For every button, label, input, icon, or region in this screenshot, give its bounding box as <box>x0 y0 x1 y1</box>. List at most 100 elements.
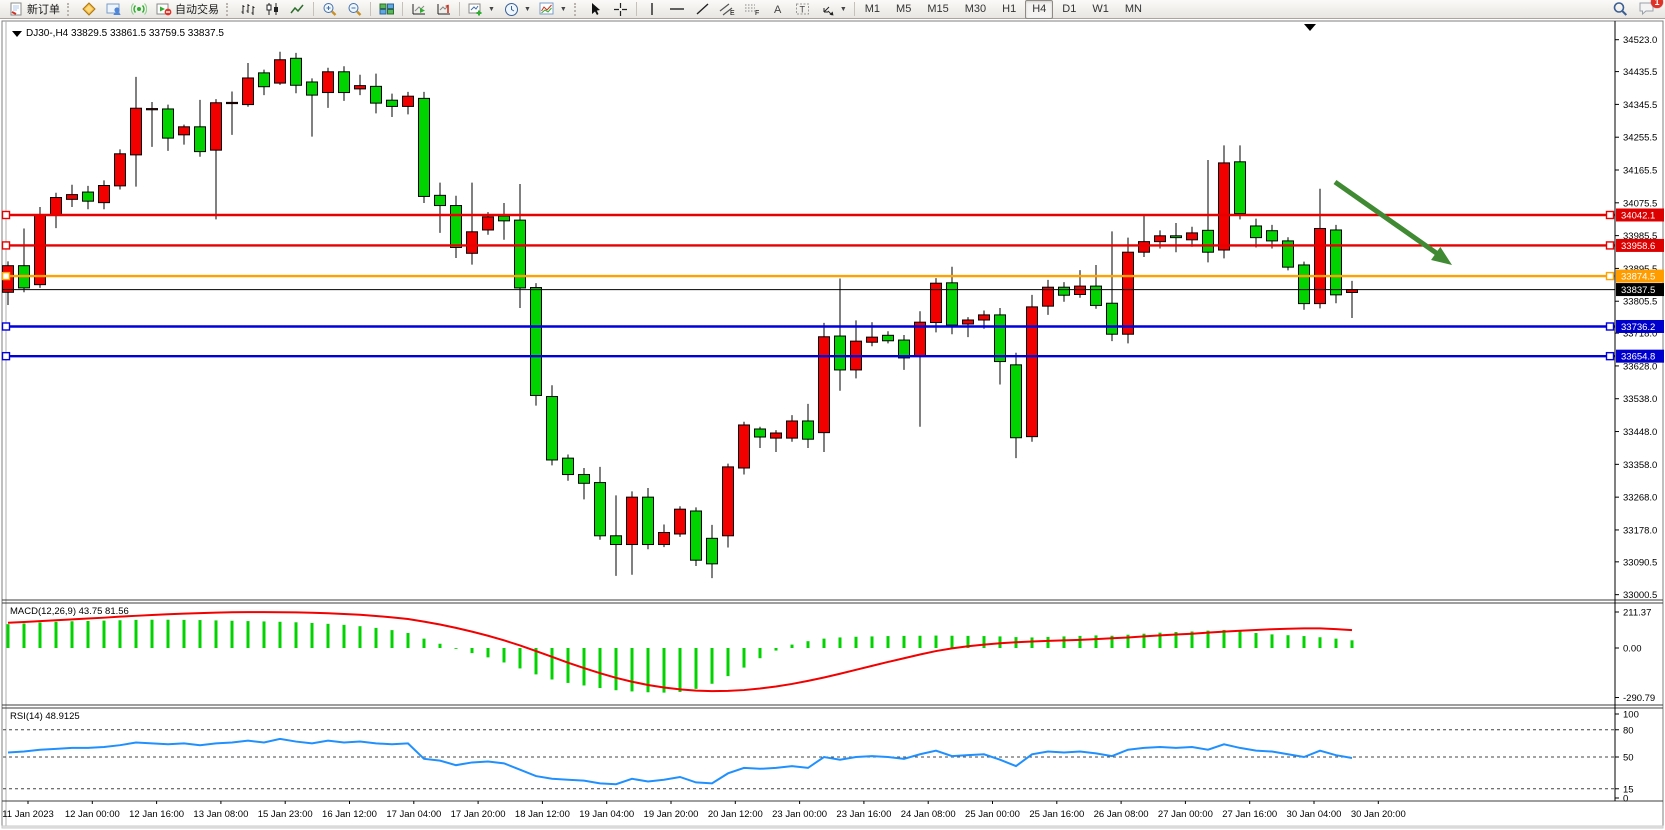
auto-scroll-button[interactable] <box>406 1 431 18</box>
chart-shift-icon <box>435 1 452 18</box>
timeframe-button-M30[interactable]: M30 <box>964 2 987 15</box>
line-anchor-handle[interactable] <box>1605 271 1615 281</box>
hline-tool-button[interactable] <box>665 1 690 18</box>
candlestick <box>898 339 910 359</box>
candlestick <box>786 420 798 439</box>
svg-text:E: E <box>730 10 735 16</box>
crosshair-tool-button[interactable] <box>608 1 633 18</box>
time-axis-label: 13 Jan 08:00 <box>193 809 248 820</box>
time-axis-label: 30 Jan 20:00 <box>1351 809 1406 820</box>
candlestick <box>1138 241 1150 253</box>
toolbar-separator <box>370 2 371 16</box>
macd-histogram-bar <box>214 620 218 648</box>
signals-icon <box>130 1 147 18</box>
candlestick <box>162 108 174 139</box>
timeframe-button-M15[interactable]: M15 <box>927 2 949 15</box>
profiles-button[interactable]: ▼ <box>499 1 535 18</box>
macd-histogram-bar <box>1062 636 1066 648</box>
candlestick <box>258 72 270 88</box>
time-axis-label: 11 Jan 2023 <box>2 809 54 820</box>
line-anchor-handle[interactable] <box>1 210 11 220</box>
macd-histogram-bar <box>342 624 346 648</box>
ohlc-collapse-icon[interactable] <box>12 31 22 37</box>
chart-shift-marker[interactable] <box>1304 24 1316 31</box>
timeframe-button-H1[interactable]: H1 <box>1002 2 1017 15</box>
candlestick <box>370 85 382 104</box>
equidistant-channel-icon: E <box>719 1 736 18</box>
candlestick <box>834 335 846 371</box>
line-anchor-handle[interactable] <box>1 322 11 331</box>
timeframe-button-MN[interactable]: MN <box>1124 2 1142 15</box>
line-anchor-handle[interactable] <box>1 351 11 361</box>
line-anchor-handle[interactable] <box>1 271 11 281</box>
macd-histogram-bar <box>838 637 842 648</box>
channel-tool-button[interactable]: E <box>715 1 740 18</box>
candlestick-chart-button[interactable] <box>260 1 285 18</box>
text-tool-button[interactable]: A <box>765 1 790 18</box>
trendline-tool-button[interactable] <box>690 1 715 18</box>
search-icon[interactable] <box>1611 1 1628 18</box>
chat-button[interactable]: 1 <box>1638 0 1663 19</box>
chart-shift-button[interactable] <box>431 1 456 18</box>
zoom-in-button[interactable] <box>317 1 342 18</box>
macd-histogram-bar <box>70 621 74 648</box>
price-tag-label: 33736.2 <box>1621 322 1655 333</box>
arrows-tool-button[interactable]: ▼ <box>815 1 851 18</box>
time-axis-label: 19 Jan 20:00 <box>644 809 699 820</box>
macd-histogram-bar <box>278 621 282 648</box>
macd-histogram-bar <box>246 621 250 648</box>
line-anchor-handle[interactable] <box>1605 241 1615 250</box>
timeframe-button-M1[interactable]: M1 <box>864 2 881 15</box>
bar-chart-button[interactable] <box>235 1 260 18</box>
indicators-button[interactable]: ▼ <box>535 1 571 18</box>
candlestick <box>930 282 942 324</box>
time-axis-label: 12 Jan 16:00 <box>129 809 184 820</box>
time-axis-label: 20 Jan 12:00 <box>708 809 763 820</box>
candlestick <box>674 508 686 535</box>
line-anchor-handle[interactable] <box>1605 210 1615 220</box>
candlestick <box>1202 229 1214 253</box>
line-anchor-handle[interactable] <box>1605 322 1615 331</box>
price-axis-label: 33895.5 <box>1623 264 1657 275</box>
macd-histogram-bar <box>102 620 106 648</box>
candlestick <box>1330 229 1342 296</box>
candlestick <box>418 97 430 197</box>
timeframe-button-M5[interactable]: M5 <box>896 2 912 15</box>
candlestick <box>1090 285 1102 306</box>
metaeditor-button[interactable] <box>76 1 101 18</box>
price-axis-label: 34435.5 <box>1623 67 1657 78</box>
timeframe-button-D1[interactable]: D1 <box>1062 2 1077 15</box>
candlestick <box>530 287 542 396</box>
timeframe-group: M1 M5 M15 M30 H1 H4 D1 W1 MN <box>858 0 1149 19</box>
tile-windows-button[interactable] <box>374 1 399 18</box>
terminal-button[interactable] <box>101 1 126 18</box>
chart-canvas[interactable]: 34523.0 34435.5 34345.5 34255.5 34165.5 34075… <box>0 19 1665 830</box>
line-chart-button[interactable] <box>285 1 310 18</box>
candlestick <box>1218 162 1230 251</box>
trend-arrow[interactable] <box>1333 179 1444 260</box>
rsi-indicator-label: RSI(14) 48.9125 <box>10 711 80 722</box>
line-anchor-handle[interactable] <box>1 241 11 250</box>
rsi-axis-label: 100 <box>1623 710 1639 721</box>
label-tool-button[interactable]: T <box>790 1 815 18</box>
auto-scroll-icon <box>410 1 427 18</box>
timeframe-button-W1[interactable]: W1 <box>1092 2 1109 15</box>
zoom-out-button[interactable] <box>342 1 367 18</box>
new-order-button[interactable]: 新订单 <box>3 1 64 18</box>
macd-histogram-bar <box>470 648 474 654</box>
auto-trading-button[interactable]: 自动交易 <box>151 1 223 18</box>
cursor-tool-button[interactable] <box>583 1 608 18</box>
vline-tool-button[interactable] <box>640 1 665 18</box>
candlestick <box>290 57 302 86</box>
vertical-line-icon <box>644 1 661 18</box>
timeframe-button-H4[interactable]: H4 <box>1025 0 1054 19</box>
line-anchor-handle[interactable] <box>1605 351 1615 361</box>
price-axis-label: 34255.5 <box>1623 133 1657 144</box>
rsi-axis-label: 50 <box>1623 753 1634 764</box>
price-tag-label: 33958.6 <box>1621 241 1655 252</box>
fibonacci-tool-button[interactable]: F <box>740 1 765 18</box>
new-chart-button[interactable]: ▼ <box>463 1 499 18</box>
macd-histogram-bar <box>454 648 458 649</box>
signals-button[interactable] <box>126 1 151 18</box>
candlestick <box>1298 264 1310 305</box>
